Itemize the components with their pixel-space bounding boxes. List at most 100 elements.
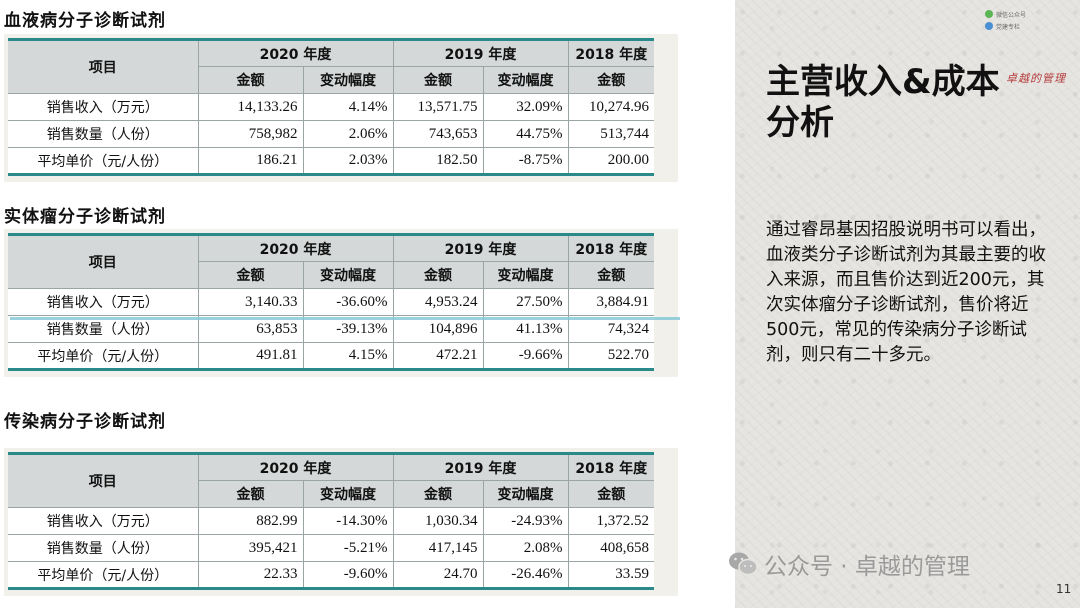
cell-value: 104,896 — [393, 315, 484, 343]
header-amount: 金额 — [198, 480, 304, 508]
row-label: 销售收入（万元） — [8, 288, 199, 316]
header-amount: 金额 — [393, 66, 484, 94]
calligraphy-stamp: 卓越的管理 — [1006, 72, 1066, 85]
row-label: 平均单价（元/人份） — [8, 147, 199, 176]
cell-change: 4.14% — [303, 93, 394, 121]
section-title-blood: 血液病分子诊断试剂 — [4, 11, 166, 31]
table-solid-tumor: 项目 2020 年度 2019 年度 2018 年度 金额 变动幅度 金额 变动… — [4, 229, 678, 377]
summary-text: 通过睿昂基因招股说明书可以看出，血液类分子诊断试剂为其最主要的收入来源，而且售价… — [766, 220, 1046, 365]
header-change: 变动幅度 — [483, 480, 569, 508]
row-label: 平均单价（元/人份） — [8, 342, 199, 371]
header-2020: 2020 年度 — [198, 233, 394, 262]
cell-change: -24.93% — [483, 507, 569, 535]
highlight-divider — [10, 317, 680, 320]
header-amount: 金额 — [393, 261, 484, 289]
cell-change: -9.66% — [483, 342, 569, 371]
header-change: 变动幅度 — [483, 261, 569, 289]
cell-value: 408,658 — [568, 534, 654, 562]
header-amount: 金额 — [198, 261, 304, 289]
table-blood: 项目 2020 年度 2019 年度 2018 年度 金额 变动幅度 金额 变动… — [4, 34, 678, 182]
table-row: 平均单价（元/人份） 22.33 -9.60% 24.70 -26.46% 33… — [8, 561, 654, 590]
cell-value: 13,571.75 — [393, 93, 484, 121]
cell-change: -8.75% — [483, 147, 569, 176]
table-row: 销售收入（万元） 14,133.26 4.14% 13,571.75 32.09… — [8, 93, 654, 121]
header-change: 变动幅度 — [303, 480, 394, 508]
cell-change: -36.60% — [303, 288, 394, 316]
row-label: 销售收入（万元） — [8, 93, 199, 121]
cell-change: -14.30% — [303, 507, 394, 535]
header-change: 变动幅度 — [303, 261, 394, 289]
page-number: 11 — [1056, 582, 1072, 596]
cell-change: 44.75% — [483, 120, 569, 148]
header-2019: 2019 年度 — [393, 452, 569, 481]
page-title: 主营收入&成本 分析 — [766, 62, 1056, 144]
header-amount: 金额 — [568, 66, 654, 94]
header-change: 变动幅度 — [303, 66, 394, 94]
table-row: 平均单价（元/人份） 491.81 4.15% 472.21 -9.66% 52… — [8, 342, 654, 371]
header-item: 项目 — [8, 452, 199, 508]
table-row: 销售数量（人份） 395,421 -5.21% 417,145 2.08% 40… — [8, 534, 654, 562]
row-label: 销售收入（万元） — [8, 507, 199, 535]
row-label: 销售数量（人份） — [8, 120, 199, 148]
header-amount: 金额 — [568, 480, 654, 508]
row-label: 销售数量（人份） — [8, 315, 199, 343]
cell-value: 33.59 — [568, 561, 654, 590]
table-row: 销售收入（万元） 3,140.33 -36.60% 4,953.24 27.50… — [8, 288, 654, 316]
table-infectious: 项目 2020 年度 2019 年度 2018 年度 金额 变动幅度 金额 变动… — [4, 448, 678, 596]
cell-value: 3,884.91 — [568, 288, 654, 316]
cell-value: 186.21 — [198, 147, 304, 176]
cell-value: 491.81 — [198, 342, 304, 371]
header-2018: 2018 年度 — [568, 233, 654, 262]
cell-value: 74,324 — [568, 315, 654, 343]
cell-value: 4,953.24 — [393, 288, 484, 316]
title-line-1: 主营收入&成本 — [766, 62, 1000, 102]
cell-value: 395,421 — [198, 534, 304, 562]
cell-value: 1,372.52 — [568, 507, 654, 535]
logo-line-1: 微信公众号 — [996, 11, 1027, 19]
cell-value: 3,140.33 — [198, 288, 304, 316]
header-item: 项目 — [8, 233, 199, 289]
summary-panel — [735, 0, 1080, 608]
cell-change: -39.13% — [303, 315, 394, 343]
cell-value: 513,744 — [568, 120, 654, 148]
header-2019: 2019 年度 — [393, 233, 569, 262]
cell-value: 182.50 — [393, 147, 484, 176]
cell-change: -5.21% — [303, 534, 394, 562]
header-change: 变动幅度 — [483, 66, 569, 94]
cell-value: 743,653 — [393, 120, 484, 148]
header-amount: 金额 — [568, 261, 654, 289]
table-row: 销售数量（人份） 758,982 2.06% 743,653 44.75% 51… — [8, 120, 654, 148]
cell-change: -9.60% — [303, 561, 394, 590]
cell-change: 4.15% — [303, 342, 394, 371]
cell-change: 2.06% — [303, 120, 394, 148]
cell-change: 32.09% — [483, 93, 569, 121]
cell-value: 472.21 — [393, 342, 484, 371]
cell-value: 522.70 — [568, 342, 654, 371]
section-title-solid-tumor: 实体瘤分子诊断试剂 — [4, 207, 166, 227]
cell-value: 882.99 — [198, 507, 304, 535]
cell-change: 41.13% — [483, 315, 569, 343]
table-row: 平均单价（元/人份） 186.21 2.03% 182.50 -8.75% 20… — [8, 147, 654, 176]
table-row: 销售数量（人份） 63,853 -39.13% 104,896 41.13% 7… — [8, 315, 654, 343]
cell-value: 63,853 — [198, 315, 304, 343]
publisher-logo: 微信公众号 党建专栏 — [985, 8, 1047, 42]
cell-change: 2.03% — [303, 147, 394, 176]
watermark-text: 公众号 · 卓越的管理 — [764, 554, 970, 580]
header-2020: 2020 年度 — [198, 452, 394, 481]
badge-dot-icon — [985, 22, 993, 30]
cell-change: 2.08% — [483, 534, 569, 562]
logo-line-2: 党建专栏 — [996, 23, 1021, 31]
cell-value: 417,145 — [393, 534, 484, 562]
header-2020: 2020 年度 — [198, 38, 394, 67]
cell-change: -26.46% — [483, 561, 569, 590]
cell-value: 200.00 — [568, 147, 654, 176]
header-amount: 金额 — [393, 480, 484, 508]
title-line-2: 分析 — [766, 103, 834, 143]
cell-change: 27.50% — [483, 288, 569, 316]
header-2018: 2018 年度 — [568, 452, 654, 481]
header-2019: 2019 年度 — [393, 38, 569, 67]
header-item: 项目 — [8, 38, 199, 94]
cell-value: 758,982 — [198, 120, 304, 148]
wechat-icon — [729, 552, 758, 576]
row-label: 平均单价（元/人份） — [8, 561, 199, 590]
